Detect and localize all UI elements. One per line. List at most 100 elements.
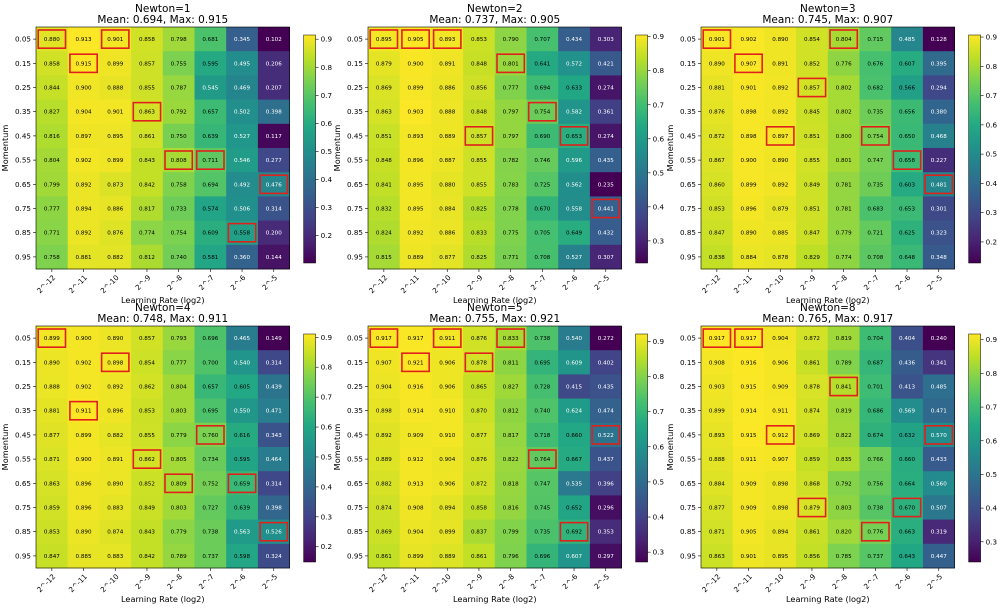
heatmap-cell <box>226 374 259 399</box>
cell-value-label: 0.778 <box>503 207 519 213</box>
heatmap-cell <box>67 123 100 149</box>
cell-value-label: 0.854 <box>804 37 820 43</box>
heatmap-cell <box>922 27 955 52</box>
heatmap-cell <box>589 123 622 149</box>
y-tick-label: 0.75 <box>347 503 363 512</box>
cell-value-label: 0.758 <box>171 182 187 188</box>
heatmap-cell <box>827 196 860 221</box>
cell-value-label: 0.360 <box>234 255 250 261</box>
heatmap-cell <box>701 398 734 424</box>
cell-value-label: 0.240 <box>931 336 947 342</box>
heatmap-cell <box>194 99 227 125</box>
heatmap-cell <box>194 519 227 545</box>
cell-value-label: 0.894 <box>439 506 455 512</box>
highlight-box <box>765 424 795 445</box>
colorbar-tick-label: 0.9 <box>986 33 997 42</box>
cell-value-label: 0.899 <box>741 182 757 188</box>
cell-value-label: 0.421 <box>598 61 614 67</box>
cell-value-label: 0.664 <box>899 481 915 487</box>
heatmap-cell <box>796 471 829 496</box>
heatmap-cell <box>194 220 227 246</box>
heatmap-cell <box>589 172 622 197</box>
heatmap-cell <box>589 220 622 246</box>
heatmap-cell <box>827 244 860 270</box>
cell-value-label: 0.911 <box>741 457 757 463</box>
cell-value-label: 0.641 <box>534 61 550 67</box>
heatmap-cell <box>701 422 734 448</box>
cell-value-label: 0.670 <box>534 207 550 213</box>
cell-value-label: 0.735 <box>534 530 550 536</box>
heatmap-cell <box>859 495 892 520</box>
heatmap-cell <box>226 99 259 125</box>
cell-value-label: 0.692 <box>566 530 582 536</box>
heatmap-cell <box>194 27 227 52</box>
y-tick-label: 0.95 <box>15 252 31 261</box>
cell-value-label: 0.801 <box>503 61 519 67</box>
x-tick-label: 2^-12 <box>35 572 57 594</box>
cell-value-label: 0.901 <box>107 37 123 43</box>
heatmap-cell <box>36 422 69 448</box>
cell-value-label: 0.432 <box>598 231 614 237</box>
cell-value-label: 0.898 <box>772 481 788 487</box>
cell-value-label: 0.908 <box>408 506 424 512</box>
cell-value-label: 0.892 <box>772 86 788 92</box>
x-tick-label: 2^-11 <box>732 572 754 594</box>
cell-value-label: 0.764 <box>534 457 550 463</box>
heatmap-cell <box>827 172 860 197</box>
cell-value-label: 0.777 <box>503 86 519 92</box>
y-tick-label: 0.75 <box>680 503 696 512</box>
colorbar-tick-label: 0.8 <box>653 372 665 381</box>
y-tick-label: 0.45 <box>680 430 696 439</box>
cell-value-label: 0.526 <box>266 530 282 536</box>
heatmap-cell <box>526 326 559 351</box>
cell-value-label: 0.816 <box>44 134 60 140</box>
heatmap-cell <box>891 398 924 424</box>
x-tick-label: 2^-12 <box>35 273 57 295</box>
cell-value-label: 0.888 <box>44 385 60 391</box>
heatmap-cell <box>399 398 432 424</box>
y-axis-label: Momentum <box>332 125 342 172</box>
heatmap-cell <box>257 350 290 375</box>
heatmap-cell <box>399 220 432 246</box>
heatmap-cell <box>526 148 559 173</box>
heatmap-cell <box>368 75 401 100</box>
heatmap-cell <box>558 99 591 125</box>
colorbar-tick-label: 0.6 <box>321 423 333 432</box>
heatmap-cell <box>796 326 829 351</box>
heatmap-cell <box>67 543 100 569</box>
cell-value-label: 0.747 <box>534 481 550 487</box>
cell-value-label: 0.707 <box>534 37 550 43</box>
heatmap-cell <box>162 422 195 448</box>
cell-value-label: 0.858 <box>471 506 487 512</box>
y-tick-label: 0.65 <box>15 180 31 189</box>
cell-value-label: 0.785 <box>836 554 852 560</box>
cell-value-label: 0.884 <box>439 207 455 213</box>
cell-value-label: 0.803 <box>171 506 187 512</box>
heatmap-cell <box>764 398 797 424</box>
cell-value-label: 0.616 <box>234 433 250 439</box>
x-tick-label: 2^-5 <box>925 572 944 591</box>
cell-value-label: 0.804 <box>171 385 187 391</box>
cell-value-label: 0.889 <box>376 457 392 463</box>
cell-value-label: 0.857 <box>471 134 487 140</box>
heatmap-cell <box>463 196 496 221</box>
cell-value-label: 0.905 <box>408 37 424 43</box>
cell-value-label: 0.885 <box>76 554 92 560</box>
cell-value-label: 0.849 <box>139 506 155 512</box>
cell-value-label: 0.799 <box>44 182 60 188</box>
heatmap-cell <box>891 75 924 100</box>
cell-value-label: 0.878 <box>772 255 788 261</box>
cell-value-label: 0.324 <box>266 554 282 560</box>
y-tick-label: 0.85 <box>680 527 696 536</box>
cell-value-label: 0.737 <box>202 554 218 560</box>
cell-value-label: 0.800 <box>836 134 852 140</box>
cell-value-label: 0.880 <box>439 182 455 188</box>
heatmap-cell <box>257 326 290 351</box>
y-tick-label: 0.95 <box>15 551 31 560</box>
cell-value-label: 0.558 <box>566 207 582 213</box>
cell-value-label: 0.345 <box>234 37 250 43</box>
heatmap-cell <box>701 196 734 221</box>
heatmap-cell <box>732 398 765 424</box>
heatmap-cell <box>36 196 69 221</box>
cell-value-label: 0.506 <box>234 207 250 213</box>
